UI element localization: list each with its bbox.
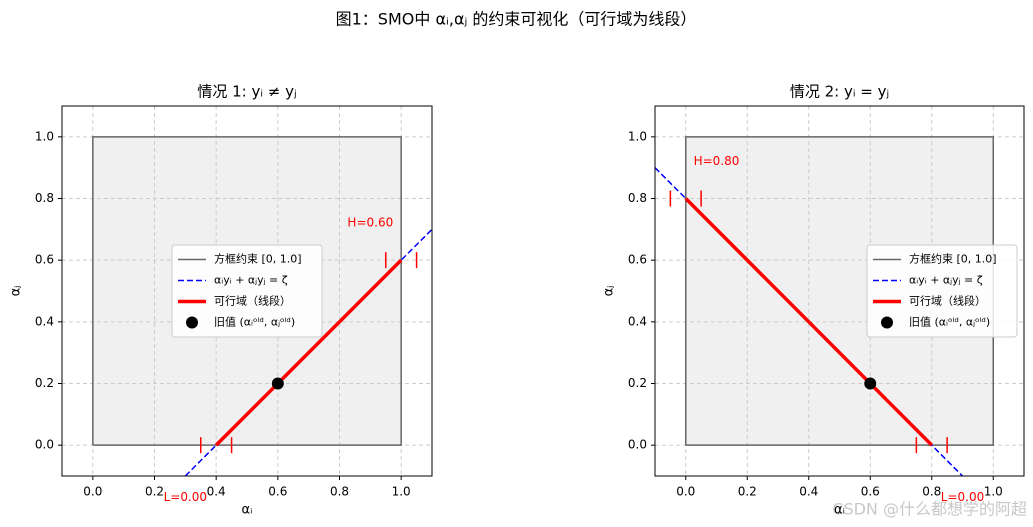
y-tick-label: 0.6 xyxy=(35,253,54,267)
old-value-point xyxy=(271,377,284,390)
legend-label: 方框约束 [0, 1.0] xyxy=(214,252,302,266)
legend-label: 可行域（线段） xyxy=(214,294,291,308)
annotation: L=0.00 xyxy=(941,490,984,504)
y-tick-label: 0.2 xyxy=(628,376,647,390)
x-tick-label: 0.8 xyxy=(922,485,941,499)
y-tick-label: 0.4 xyxy=(628,314,647,328)
y-tick-label: 0.4 xyxy=(35,314,54,328)
x-tick-label: 0.2 xyxy=(145,485,164,499)
legend-box xyxy=(866,244,1018,338)
legend-marker xyxy=(881,316,893,329)
x-tick-label: 0.6 xyxy=(861,485,880,499)
y-tick-label: 0.0 xyxy=(628,438,647,452)
series-line xyxy=(214,258,403,447)
y-tick-label: 0.6 xyxy=(628,253,647,267)
x-tick-label: 0.4 xyxy=(207,485,226,499)
y-label: αⱼ xyxy=(602,286,617,297)
plot-area xyxy=(655,106,1024,476)
x-tick-label: 0.8 xyxy=(330,485,349,499)
axes-title: 情况 1: yᵢ ≠ yⱼ xyxy=(197,83,296,101)
x-tick-label: 1.0 xyxy=(984,485,1003,499)
annotation: H=0.80 xyxy=(694,154,740,168)
x-tick-label: 0.6 xyxy=(268,485,287,499)
old-value-point xyxy=(864,377,877,390)
box-fill xyxy=(685,136,994,446)
legend-label: αᵢyᵢ + αⱼyⱼ = ζ xyxy=(214,274,288,287)
axes-frame xyxy=(61,105,433,477)
axes-title: 情况 2: yᵢ = yⱼ xyxy=(790,83,889,101)
annotation: H=0.60 xyxy=(347,216,393,230)
watermark: CSDN @什么都想学的阿超 xyxy=(832,500,1027,519)
legend-marker xyxy=(186,316,198,329)
y-tick-label: 0.8 xyxy=(35,191,54,205)
figure-title: 图1：SMO中 αᵢ,αⱼ 的约束可视化（可行域为线段） xyxy=(336,10,697,29)
series-line xyxy=(685,136,994,446)
series-line xyxy=(684,197,933,447)
legend-label: αᵢyᵢ + αⱼyⱼ = ζ xyxy=(909,274,983,287)
annotation: L=0.00 xyxy=(164,490,207,504)
series-line xyxy=(92,136,402,446)
y-tick-label: 0.0 xyxy=(35,438,54,452)
y-tick-label: 1.0 xyxy=(628,129,647,143)
y-tick-label: 0.2 xyxy=(35,376,54,390)
legend-label: 旧值 (αᵢᵒˡᵈ, αⱼᵒˡᵈ) xyxy=(909,316,990,329)
x-label: αᵢ xyxy=(242,503,253,518)
x-tick-label: 0.0 xyxy=(83,485,102,499)
y-tick-label: 1.0 xyxy=(35,129,54,143)
x-tick-label: 1.0 xyxy=(392,485,411,499)
legend-label: 可行域（线段） xyxy=(909,294,986,308)
legend-box xyxy=(171,244,323,338)
legend-label: 旧值 (αᵢᵒˡᵈ, αⱼᵒˡᵈ) xyxy=(214,316,295,329)
y-tick-label: 0.8 xyxy=(628,191,647,205)
axes-frame xyxy=(654,105,1025,477)
x-tick-label: 0.4 xyxy=(799,485,818,499)
x-tick-label: 0.0 xyxy=(676,485,695,499)
y-label: αⱼ xyxy=(9,286,24,297)
x-label: αᵢ xyxy=(834,503,845,518)
legend-label: 方框约束 [0, 1.0] xyxy=(909,252,997,266)
x-tick-label: 0.2 xyxy=(738,485,757,499)
